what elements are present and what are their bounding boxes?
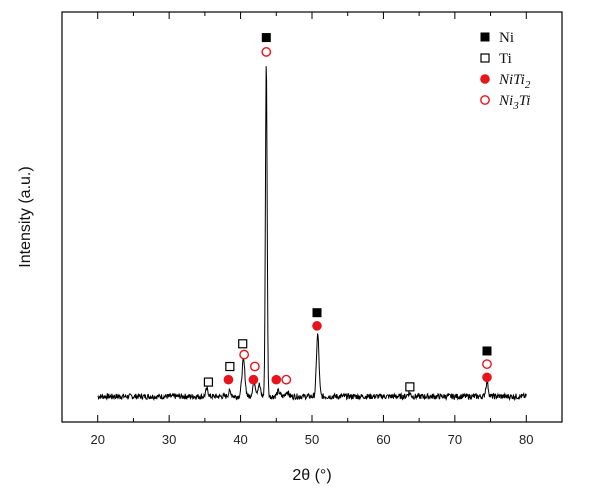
- phase-markers: [203, 33, 492, 392]
- legend-marker-niti2: [480, 74, 490, 84]
- legend-label-ti: Ti: [499, 51, 512, 67]
- series-line-xrd-pattern: [97, 66, 527, 402]
- x-axis-tick-labels: 20 30 40 50 60 70 80: [90, 432, 533, 447]
- phase-marker-ni3ti: [482, 359, 492, 370]
- phase-marker-ni3ti: [281, 374, 292, 385]
- phase-marker-niti2: [482, 372, 492, 383]
- phase-marker-ti: [405, 382, 415, 392]
- x-tick-label: 40: [233, 432, 247, 447]
- x-axis-label: 2θ (°): [292, 467, 331, 484]
- phase-marker-ni: [312, 308, 322, 318]
- legend-label-ni: Ni: [499, 30, 514, 46]
- legend-label-ni3ti: Ni3Ti: [498, 93, 530, 112]
- x-tick-label: 30: [162, 432, 176, 447]
- legend-marker-ni: [480, 32, 490, 42]
- legend-marker-ni3ti: [480, 95, 490, 105]
- phase-marker-ni3ti: [239, 349, 250, 360]
- legend-marker-ti: [480, 53, 490, 63]
- legend: Ni Ti NiTi2 Ni3Ti: [480, 30, 531, 112]
- phase-marker-ni3ti: [261, 47, 272, 57]
- x-axis-ticks: [61, 12, 563, 422]
- phase-marker-ti: [225, 361, 235, 372]
- y-axis-label: Intensity (a.u.): [17, 166, 34, 267]
- phase-marker-ni3ti: [249, 361, 260, 372]
- x-tick-label: 20: [90, 432, 104, 447]
- phase-marker-ti: [238, 339, 248, 349]
- x-tick-label: 60: [376, 432, 390, 447]
- phase-marker-niti2: [248, 374, 259, 385]
- phase-marker-ni: [261, 33, 271, 43]
- phase-marker-niti2: [223, 374, 234, 385]
- phase-marker-niti2: [271, 374, 282, 385]
- x-tick-label: 70: [448, 432, 462, 447]
- phase-marker-ti: [203, 377, 214, 387]
- x-tick-label: 80: [519, 432, 533, 447]
- phase-marker-ni: [482, 346, 492, 356]
- phase-marker-niti2: [312, 321, 322, 331]
- legend-label-niti2: NiTi2: [498, 72, 531, 91]
- x-tick-label: 50: [305, 432, 319, 447]
